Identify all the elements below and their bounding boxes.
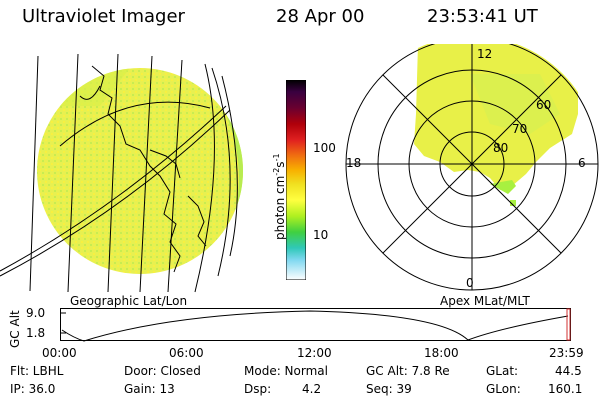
apex-label: Apex MLat/MLT [440,294,530,308]
colorbar [286,80,306,280]
xtick-0000: 00:00 [42,346,77,360]
mlat-label-80: 80 [493,141,509,155]
colorbar-label-mid: s [273,161,287,168]
geographic-globe-image [0,53,243,293]
ip-readout: IP: 36.0 [10,382,56,396]
colorbar-tick-10: 10 [313,228,329,242]
glat-label: GLat: [486,364,519,378]
mlat-label-70: 70 [512,122,528,136]
xtick-0600: 06:00 [169,346,204,360]
time-label: 23:53:41 UT [427,6,538,27]
door-readout: Door: Closed [124,364,201,378]
dsp-label: Dsp: [244,382,272,396]
colorbar-tick-100: 100 [313,141,336,155]
dsp-value: 4.2 [302,382,322,396]
mlt-label-12: 12 [477,47,493,61]
mlt-label-18: 18 [346,156,362,170]
filter-readout: Flt: LBHL [10,364,64,378]
mlat-label-60: 60 [536,98,552,112]
xtick-2359: 23:59 [549,346,584,360]
colorbar-label-base: photon cm [273,175,287,240]
glon-label: GLon: [486,382,521,396]
glon-value: 160.1 [548,382,583,396]
xtick-1200: 12:00 [297,346,332,360]
gain-readout: Gain: 13 [124,382,175,396]
polar-mlat-mlt-plot [345,44,599,291]
altitude-ytick-1-8: 1.8 [26,326,46,340]
gc-alt-readout: GC Alt: 7.8 Re [366,364,450,378]
glat-value: 44.5 [555,364,582,378]
colorbar-axis-label: photon cm-2s-1 [272,153,287,240]
mlt-label-6: 6 [578,156,586,170]
altitude-ytick-9: 9.0 [26,306,46,320]
colorbar-label-exp1: -2 [272,167,281,176]
xtick-1800: 18:00 [424,346,459,360]
altitude-plot [60,308,571,342]
seq-readout: Seq: 39 [366,382,412,396]
mode-readout: Mode: Normal [244,364,328,378]
geographic-label: Geographic Lat/Lon [70,294,188,308]
colorbar-label-exp2: -1 [272,153,281,162]
altitude-ylabel: GC Alt [8,310,22,348]
instrument-title: Ultraviolet Imager [22,6,185,27]
mlt-label-0: 0 [466,276,474,290]
date-label: 28 Apr 00 [276,6,365,27]
